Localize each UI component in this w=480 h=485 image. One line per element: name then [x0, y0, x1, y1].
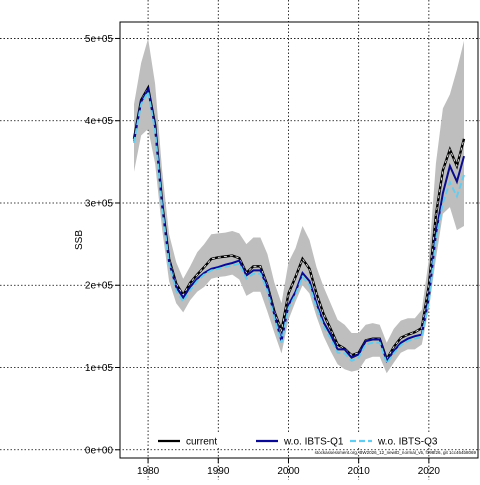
legend-label: w.o. IBTS-Q3	[377, 437, 438, 448]
legend-background	[150, 434, 472, 448]
series-line-w-o-ibts-q1	[133, 86, 465, 364]
footnote: stockassessment.org, BW2026_12_newID_nor…	[315, 450, 477, 455]
legend-label: w.o. IBTS-Q1	[283, 437, 344, 448]
x-tick-label: 1990	[207, 466, 230, 477]
series-layer	[132, 84, 466, 366]
series-line-w-o-ibts-q3	[133, 88, 465, 366]
x-tick-label: 2020	[418, 466, 441, 477]
series-line-current-dots	[133, 86, 465, 361]
y-tick-label: 3e+05	[85, 198, 114, 209]
y-axis-title: SSB	[74, 230, 85, 250]
axes: 1980 1990 2000 2010 2020 0e+00 1e+05 2e+05 3e+05…	[85, 34, 441, 477]
x-tick-label: 2000	[277, 466, 300, 477]
plot-frame	[119, 21, 479, 459]
y-tick-label: 5e+05	[85, 34, 114, 45]
x-tick-label: 2010	[348, 466, 371, 477]
x-tick-label: 1980	[137, 466, 160, 477]
y-tick-label: 0e+00	[85, 445, 114, 456]
legend-label: current	[186, 437, 217, 448]
y-tick-label: 4e+05	[85, 116, 114, 127]
y-tick-label: 1e+05	[85, 363, 114, 374]
legend: current w.o. IBTS-Q1 w.o. IBTS-Q3	[150, 434, 472, 448]
y-tick-label: 2e+05	[85, 281, 114, 292]
